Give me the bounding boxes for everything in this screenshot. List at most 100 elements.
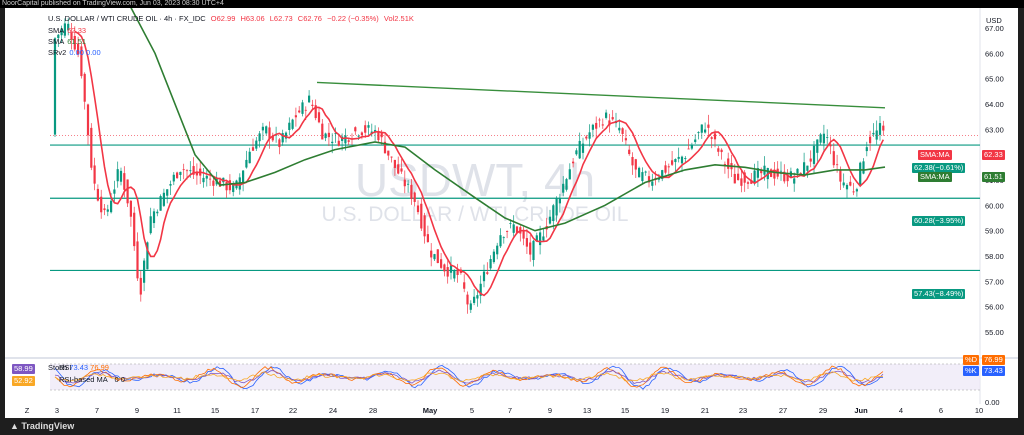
candle-body — [152, 211, 156, 224]
candle-body — [664, 165, 667, 173]
candle-body — [456, 269, 459, 275]
price-chart[interactable]: USDWT, 4hU.S. DOLLAR / WTI CRUDE OIL67.0… — [5, 8, 1018, 418]
candle-body — [281, 133, 284, 143]
candle-body — [704, 129, 707, 133]
candle-body — [304, 109, 307, 111]
candle-body — [687, 148, 690, 150]
time-tick: Jun — [854, 406, 868, 415]
time-tick: 4 — [899, 406, 903, 415]
candle-body — [440, 259, 443, 268]
tradingview-logo[interactable]: ▲ TradingView — [10, 421, 75, 431]
candle-body — [156, 211, 159, 214]
candle-body — [119, 170, 123, 182]
candle-body — [535, 235, 538, 241]
sma-slow-line — [130, 8, 886, 232]
candle-body — [473, 296, 476, 303]
candle-body — [463, 282, 466, 289]
candle-body — [829, 144, 832, 147]
candle-body — [397, 164, 400, 174]
candle-body — [486, 272, 489, 274]
sma1-price-tag: SMA:MA — [918, 150, 952, 160]
rsi-legend[interactable]: RSI — [48, 363, 72, 372]
symbol-name[interactable]: U.S. DOLLAR / WTI CRUDE OIL · 4h · FX_ID… — [48, 14, 206, 23]
candle-body — [202, 177, 205, 183]
candle-body — [842, 182, 845, 186]
candle-body — [878, 123, 882, 135]
sma1-price-value: 62.33 — [982, 150, 1005, 160]
candle-body — [73, 35, 76, 50]
candle-body — [416, 205, 420, 213]
candle-body — [601, 124, 604, 126]
candle-body — [390, 156, 393, 158]
candle-body — [232, 184, 235, 193]
candle-body — [126, 179, 129, 204]
volume: Vol2.51K — [383, 14, 414, 23]
candle-body — [143, 260, 146, 283]
level1-tag: 62.38(−0.61%) — [912, 163, 966, 173]
candle-body — [420, 203, 423, 229]
candle-body — [512, 224, 515, 233]
candle-body — [103, 208, 106, 211]
candle-body — [832, 151, 835, 166]
price-tick: 58.00 — [985, 252, 1004, 261]
candle-body — [245, 159, 248, 168]
candle-body — [611, 117, 614, 120]
candle-body — [845, 184, 849, 190]
candle-body — [327, 132, 330, 138]
rsi-ma-legend[interactable]: RSI-based MA 0 0 — [48, 375, 125, 384]
time-tick: 27 — [779, 406, 787, 415]
candle-body — [826, 137, 829, 138]
candle-body — [334, 133, 337, 135]
candle-body — [449, 265, 453, 273]
price-tick: 67.00 — [985, 24, 1004, 33]
srv2-legend[interactable]: SRv2 0.00 0.00 — [48, 48, 104, 57]
osc-axis-bottom: 0.00 — [985, 398, 1000, 407]
candle-body — [496, 245, 499, 255]
candle-body — [172, 174, 175, 182]
publish-info-bar: NoorCapital published on TradingView.com… — [0, 0, 1024, 8]
candle-body — [720, 149, 723, 153]
candle-body — [667, 166, 670, 168]
rsi-value-tag: 58.99 — [12, 364, 35, 374]
candle-body — [374, 129, 377, 133]
candle-body — [331, 141, 334, 144]
candle-body — [136, 241, 139, 279]
candle-body — [737, 173, 740, 181]
candle-body — [242, 170, 245, 184]
candle-body — [176, 172, 179, 179]
candle-body — [225, 182, 228, 191]
sma2-legend[interactable]: SMA 61.51 — [48, 37, 89, 46]
candle-body — [261, 126, 264, 131]
ohlc-open: O62.99 — [210, 14, 236, 23]
candle-body — [311, 104, 314, 106]
candle-body — [684, 158, 687, 160]
candle-body — [875, 130, 878, 140]
time-tick: May — [423, 406, 438, 415]
candle-body — [271, 135, 274, 141]
candle-body — [680, 156, 684, 164]
candle-body — [568, 169, 571, 180]
candle-body — [525, 238, 528, 247]
candle-body — [865, 147, 868, 152]
candle-body — [753, 170, 756, 184]
candle-body — [618, 127, 621, 131]
time-tick: 24 — [329, 406, 337, 415]
candle-body — [265, 126, 268, 134]
candle-body — [746, 182, 750, 184]
time-tick: 15 — [621, 406, 629, 415]
candle-body — [793, 178, 796, 184]
candle-body — [53, 38, 57, 135]
candle-body — [93, 165, 96, 184]
candle-body — [113, 189, 116, 194]
candle-body — [380, 131, 383, 138]
candle-body — [707, 124, 710, 128]
candle-body — [364, 125, 367, 133]
time-tick: 11 — [173, 406, 181, 415]
candle-body — [713, 133, 717, 140]
sma1-legend[interactable]: SMA 62.33 — [48, 26, 89, 35]
candle-body — [806, 165, 809, 171]
candle-body — [403, 179, 406, 187]
stoch-label[interactable]: Stoch — [48, 363, 68, 372]
candle-body — [647, 176, 651, 183]
candle-body — [598, 119, 601, 121]
